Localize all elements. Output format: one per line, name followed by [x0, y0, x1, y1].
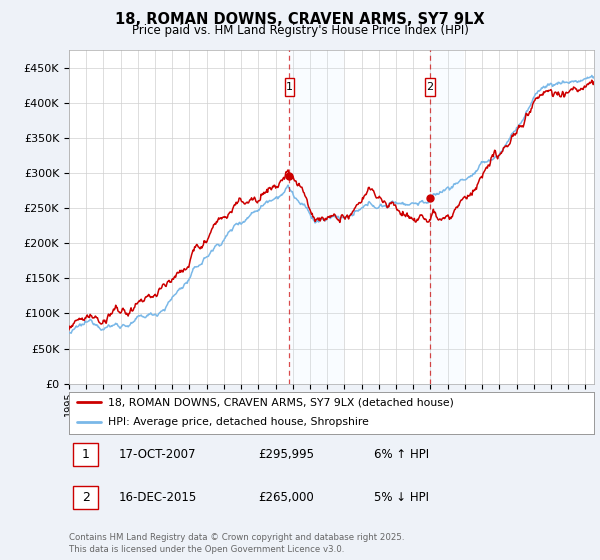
Text: 1: 1: [82, 449, 90, 461]
Text: £295,995: £295,995: [258, 449, 314, 461]
FancyBboxPatch shape: [284, 78, 294, 96]
Bar: [289, 50, 344, 384]
FancyBboxPatch shape: [425, 78, 434, 96]
Text: Price paid vs. HM Land Registry's House Price Index (HPI): Price paid vs. HM Land Registry's House …: [131, 24, 469, 36]
Text: £265,000: £265,000: [258, 491, 314, 504]
Text: 18, ROMAN DOWNS, CRAVEN ARMS, SY7 9LX: 18, ROMAN DOWNS, CRAVEN ARMS, SY7 9LX: [115, 12, 485, 27]
Text: 16-DEC-2015: 16-DEC-2015: [119, 491, 197, 504]
Text: 2: 2: [426, 82, 433, 92]
Text: 1: 1: [286, 82, 293, 92]
Text: 17-OCT-2007: 17-OCT-2007: [119, 449, 196, 461]
Text: 18, ROMAN DOWNS, CRAVEN ARMS, SY7 9LX (detached house): 18, ROMAN DOWNS, CRAVEN ARMS, SY7 9LX (d…: [109, 397, 454, 407]
Text: HPI: Average price, detached house, Shropshire: HPI: Average price, detached house, Shro…: [109, 417, 369, 427]
FancyBboxPatch shape: [73, 444, 98, 466]
FancyBboxPatch shape: [73, 486, 98, 509]
Text: Contains HM Land Registry data © Crown copyright and database right 2025.
This d: Contains HM Land Registry data © Crown c…: [69, 533, 404, 554]
Text: 6% ↑ HPI: 6% ↑ HPI: [373, 449, 428, 461]
Text: 2: 2: [82, 491, 90, 504]
Text: 5% ↓ HPI: 5% ↓ HPI: [373, 491, 428, 504]
Bar: [430, 50, 464, 384]
